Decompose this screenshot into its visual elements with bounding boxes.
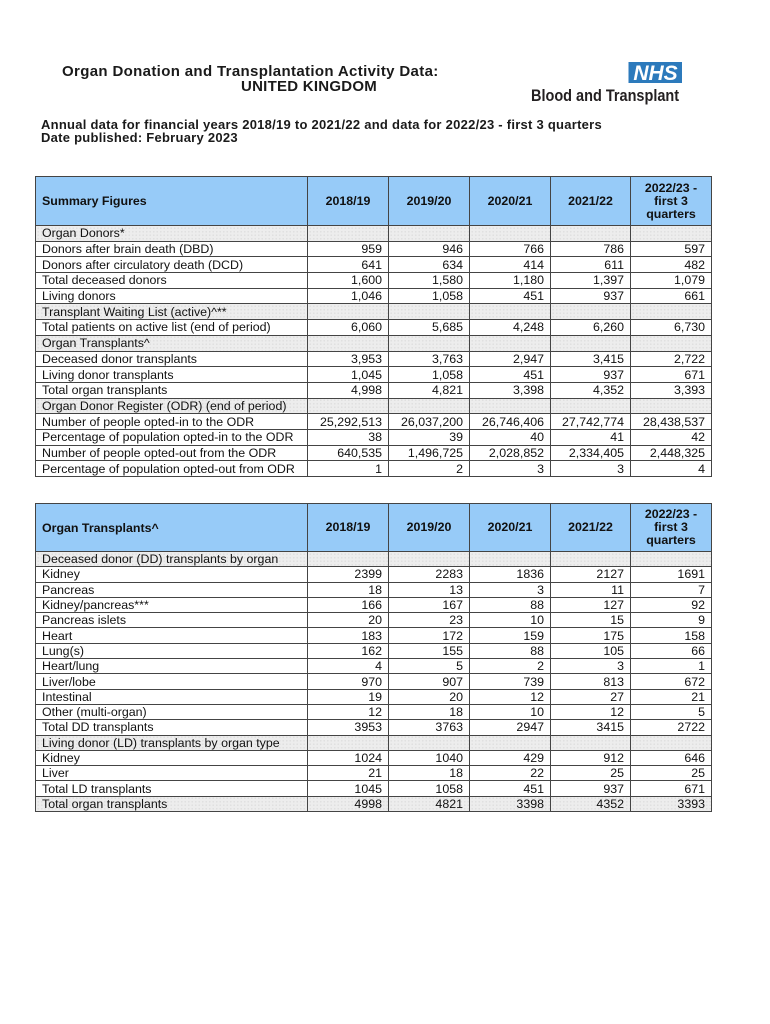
svg-text:NHS: NHS: [633, 62, 677, 83]
